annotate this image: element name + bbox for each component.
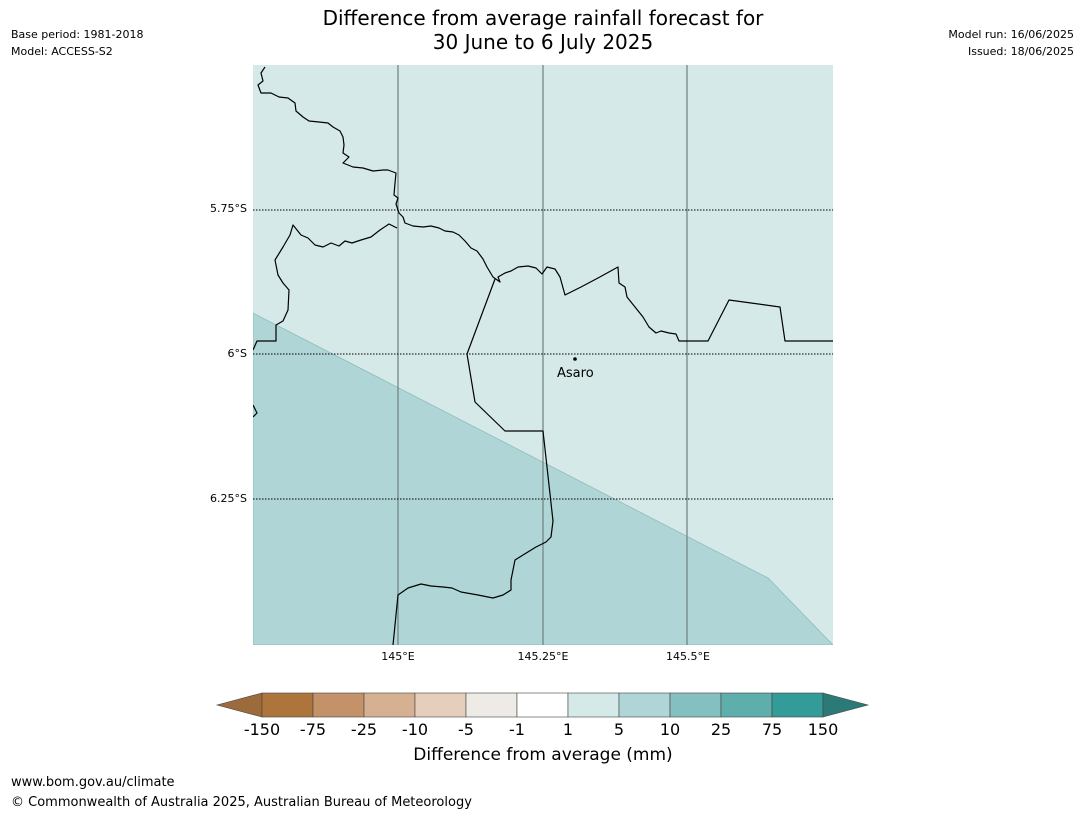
colorbar-segment bbox=[312, 692, 365, 718]
colorbar-segment bbox=[771, 692, 824, 718]
base-period-text: Base period: 1981-2018 bbox=[11, 28, 144, 41]
boundary-west bbox=[253, 223, 398, 351]
colorbar-segment bbox=[363, 692, 416, 718]
issued-text: Issued: 18/06/2025 bbox=[967, 45, 1074, 58]
metadata-left: Base period: 1981-2018 Model: ACCESS-S2 bbox=[11, 26, 143, 60]
colorbar-under-triangle bbox=[215, 692, 263, 718]
colorbar-segment bbox=[720, 692, 773, 718]
colorbar-segment bbox=[567, 692, 620, 718]
colorbar-segment bbox=[465, 692, 518, 718]
colorbar-segment bbox=[669, 692, 722, 718]
colorbar-title: Difference from average (mm) bbox=[413, 745, 673, 765]
boundary-north bbox=[257, 66, 833, 342]
footer-copyright: © Commonwealth of Australia 2025, Austra… bbox=[11, 795, 472, 810]
boundary-fragment bbox=[253, 404, 258, 418]
colorbar-segment bbox=[618, 692, 671, 718]
colorbar-over-triangle bbox=[822, 692, 870, 718]
legend-tick: -25 bbox=[350, 720, 378, 739]
longitude-label-145-25: 145.25°E bbox=[517, 650, 569, 663]
latitude-label-6: 6°S bbox=[227, 347, 247, 360]
footer-url[interactable]: www.bom.gov.au/climate bbox=[11, 775, 175, 790]
legend-tick: -5 bbox=[458, 720, 474, 739]
longitude-label-145-5: 145.5°E bbox=[666, 650, 710, 663]
colorbar-svg bbox=[215, 692, 870, 718]
legend-tick: -75 bbox=[299, 720, 327, 739]
legend-tick: 1 bbox=[562, 720, 574, 739]
asaro-marker bbox=[573, 357, 577, 361]
model-text: Model: ACCESS-S2 bbox=[11, 45, 113, 58]
colorbar bbox=[210, 690, 875, 722]
boundary-south bbox=[392, 278, 554, 645]
legend-tick: 25 bbox=[710, 720, 732, 739]
legend-tick: -150 bbox=[243, 720, 281, 739]
legend-tick: -1 bbox=[509, 720, 525, 739]
colorbar-segment bbox=[261, 692, 314, 718]
province-boundaries bbox=[253, 66, 833, 645]
legend-tick: 75 bbox=[761, 720, 783, 739]
longitude-label-145: 145°E bbox=[381, 650, 415, 663]
map-canvas bbox=[253, 65, 833, 645]
title-line-2: 30 June to 6 July 2025 bbox=[432, 30, 654, 54]
metadata-right: Model run: 16/06/2025 Issued: 18/06/2025 bbox=[948, 26, 1074, 60]
colorbar-segment bbox=[516, 692, 569, 718]
title-line-1: Difference from average rainfall forecas… bbox=[322, 6, 764, 30]
rainfall-map[interactable] bbox=[253, 65, 833, 645]
legend-tick: -10 bbox=[401, 720, 429, 739]
latitude-label-6-25: 6.25°S bbox=[210, 492, 247, 505]
legend-tick: 5 bbox=[613, 720, 625, 739]
latitude-label-5-75: 5.75°S bbox=[210, 202, 247, 215]
model-run-text: Model run: 16/06/2025 bbox=[948, 28, 1074, 41]
legend-tick: 150 bbox=[807, 720, 839, 739]
colorbar-segment bbox=[414, 692, 467, 718]
legend-tick: 10 bbox=[659, 720, 681, 739]
map-title: Difference from average rainfall forecas… bbox=[243, 6, 843, 54]
place-label-asaro: Asaro bbox=[557, 366, 594, 381]
